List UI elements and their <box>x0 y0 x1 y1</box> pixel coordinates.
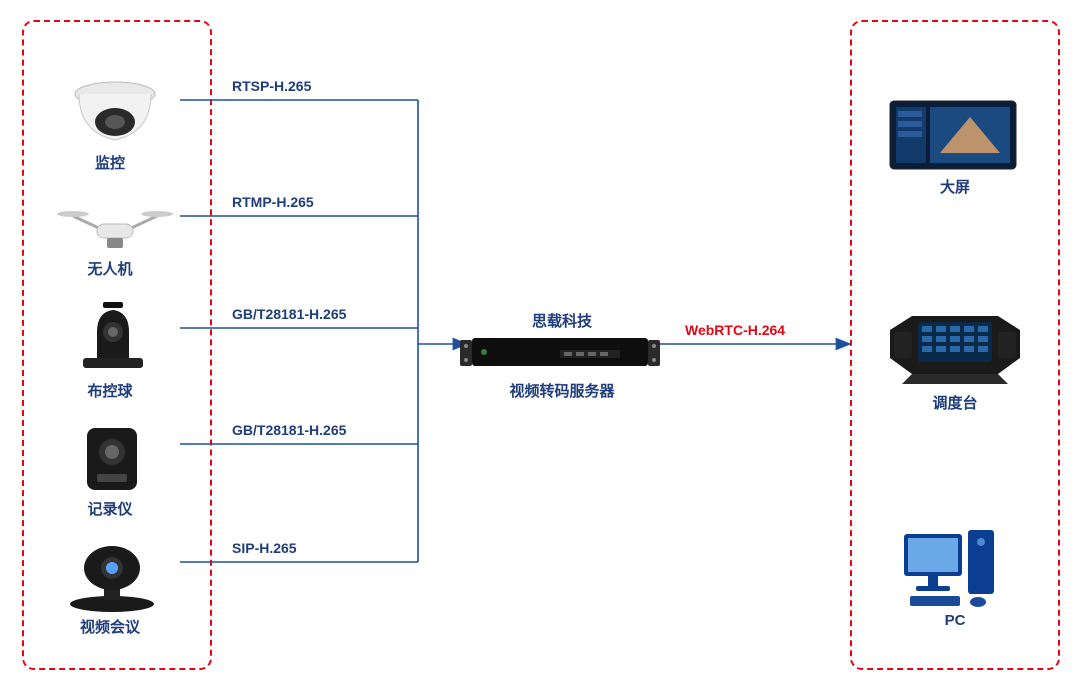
input-label-drone: 无人机 <box>60 258 160 279</box>
input-label-recorder: 记录仪 <box>60 498 160 519</box>
dispatch-console-icon <box>880 308 1030 388</box>
drone-icon <box>55 198 175 258</box>
center-title: 思载科技 <box>462 310 662 331</box>
edge-label-recorder: GB/T28181-H.265 <box>232 422 346 438</box>
video-conference-icon <box>62 536 162 616</box>
pc-icon <box>898 520 1008 610</box>
transcoding-server-icon <box>460 334 660 370</box>
edge-label-vconf: SIP-H.265 <box>232 540 297 556</box>
edge-label-surveil: RTSP-H.265 <box>232 78 311 94</box>
body-recorder-icon <box>72 418 152 498</box>
edge-label-ptz: GB/T28181-H.265 <box>232 306 346 322</box>
input-label-surveil: 监控 <box>60 152 160 173</box>
surveillance-camera-icon <box>60 70 170 150</box>
center-subtitle: 视频转码服务器 <box>462 380 662 401</box>
output-label-bigscreen: 大屏 <box>905 176 1005 197</box>
output-label-console: 调度台 <box>905 392 1005 413</box>
big-screen-icon <box>888 96 1018 174</box>
input-label-ptz: 布控球 <box>60 380 160 401</box>
edge-label-drone: RTMP-H.265 <box>232 194 314 210</box>
output-edge-label: WebRTC-H.264 <box>685 322 785 338</box>
input-label-vconf: 视频会议 <box>60 616 160 637</box>
output-label-pc: PC <box>905 612 1005 629</box>
ptz-camera-icon <box>68 296 158 376</box>
